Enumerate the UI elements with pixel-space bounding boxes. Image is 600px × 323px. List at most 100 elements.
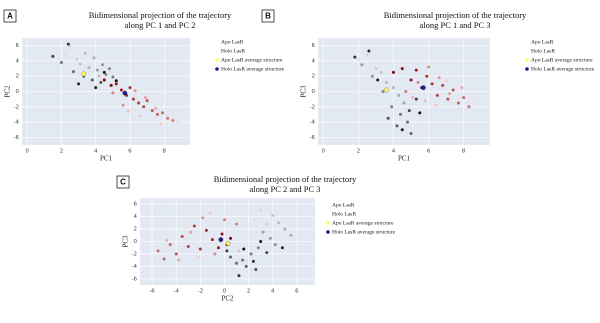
point (218, 237, 224, 242)
point (220, 232, 224, 236)
point (122, 90, 128, 96)
y-tick-label: 6 (312, 43, 316, 49)
y-tick-label: 2 (134, 227, 138, 233)
y-tick-label: 6 (134, 202, 138, 208)
x-tick-label: 4 (94, 149, 98, 155)
x-axis-label: PC1 (398, 155, 411, 163)
point (247, 212, 251, 216)
point (168, 243, 172, 247)
x-tick-label: 0 (322, 149, 326, 155)
legend-marker (326, 221, 330, 225)
legend-label: Apo LasR (221, 39, 244, 45)
point (87, 66, 91, 70)
x-tick-label: 2 (247, 289, 251, 295)
point (121, 103, 125, 107)
legend-label: Holo LasR average structure (332, 229, 396, 235)
point (283, 227, 287, 231)
point (470, 97, 474, 101)
y-tick-label: 0 (134, 239, 138, 245)
point (391, 70, 395, 74)
x-tick-label: 0 (223, 289, 227, 295)
x-tick-label: 6 (295, 289, 299, 295)
point (261, 230, 265, 234)
point (441, 83, 445, 87)
point (241, 258, 245, 262)
point (92, 56, 96, 60)
point (273, 243, 277, 247)
point (451, 88, 455, 92)
point (180, 235, 184, 239)
point (68, 44, 72, 48)
y-tick-label: 2 (16, 74, 20, 80)
x-tick-label: -4 (173, 289, 179, 295)
y-tick-label: 0 (16, 89, 20, 95)
legend-marker (326, 230, 330, 234)
point (400, 128, 404, 132)
point (237, 249, 241, 253)
point (71, 70, 75, 74)
point (235, 222, 239, 226)
point (404, 90, 408, 93)
y-tick-label: -4 (310, 120, 316, 126)
point (448, 92, 452, 96)
legend-label: Apo LasR (332, 202, 355, 208)
point (107, 67, 111, 71)
point (213, 252, 217, 256)
point (159, 122, 163, 126)
point (367, 49, 371, 53)
point (156, 249, 160, 253)
point (256, 246, 260, 250)
point (111, 75, 115, 79)
point (142, 105, 146, 109)
point (99, 80, 103, 84)
point (277, 221, 281, 225)
point (137, 101, 141, 105)
x-tick-label: 6 (427, 149, 431, 155)
point (467, 105, 471, 109)
legend-marker (215, 58, 219, 62)
point (189, 230, 193, 234)
point (150, 109, 154, 113)
point (128, 86, 132, 90)
point (374, 67, 378, 71)
point (222, 218, 226, 222)
point (77, 82, 81, 86)
point (456, 101, 460, 105)
point (414, 68, 418, 72)
y-tick-label: -4 (14, 120, 20, 126)
y-tick-label: -2 (14, 104, 19, 110)
x-tick-label: 2 (60, 149, 64, 155)
point (90, 78, 94, 82)
x-tick-label: 8 (163, 149, 167, 155)
point (161, 111, 165, 115)
point (280, 246, 284, 250)
point (407, 109, 411, 113)
point (254, 267, 258, 271)
x-tick-label: -2 (198, 289, 203, 295)
point (229, 236, 233, 240)
y-tick-label: 2 (312, 74, 316, 80)
point (430, 82, 434, 86)
point (176, 120, 180, 124)
point (97, 74, 101, 78)
panel-label-box (3, 9, 17, 23)
legend-label: Holo LasR average structure (221, 66, 285, 72)
point (78, 62, 82, 66)
point (370, 74, 374, 78)
legend-label: Holo LasR (531, 48, 555, 54)
point (242, 247, 246, 251)
point (268, 236, 272, 240)
point (390, 105, 394, 109)
point (229, 255, 233, 259)
point (75, 57, 79, 61)
point (131, 97, 135, 101)
point (237, 274, 241, 278)
point (397, 93, 401, 97)
chart-title: Bidimensional projection of the trajecto… (89, 10, 232, 20)
legend-marker (525, 67, 529, 71)
point (265, 251, 269, 255)
legend-marker (215, 67, 219, 71)
legend-label: Apo LasR average structure (531, 57, 593, 63)
y-tick-label: -4 (132, 264, 138, 270)
